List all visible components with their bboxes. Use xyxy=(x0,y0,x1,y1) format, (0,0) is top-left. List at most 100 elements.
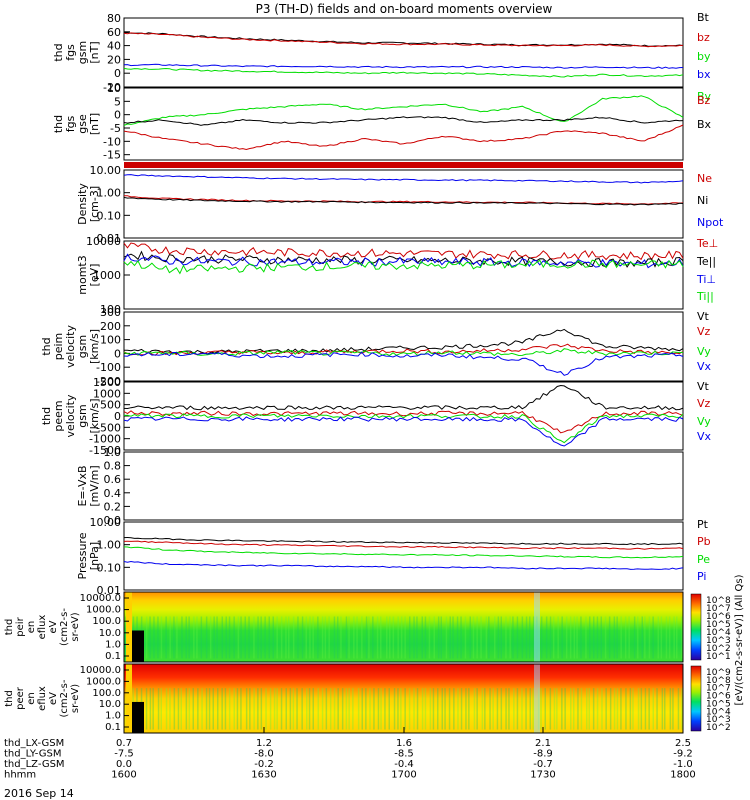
spectrogram-streak xyxy=(240,688,242,730)
y-axis-label: (cm2-s- xyxy=(59,608,70,646)
legend-entry: Vz xyxy=(697,325,711,338)
y-tick-label: 100 xyxy=(100,303,121,316)
spectrogram-streak xyxy=(384,688,386,730)
spectrogram-streak xyxy=(312,688,314,730)
spectrogram-streak xyxy=(309,616,311,659)
colorbar-units-label: [eV/(cm2-s-sr-eV)] (All Qs) xyxy=(734,574,745,705)
y-axis-label: Density xyxy=(76,183,89,225)
y-tick-label: -1000 xyxy=(89,433,121,446)
spectrogram-streak xyxy=(681,616,683,659)
x-tick-label: -9.2 xyxy=(673,749,693,760)
spectrogram-streak xyxy=(565,616,568,659)
spectrogram-streak xyxy=(593,616,595,659)
spectrogram-streak xyxy=(580,688,583,730)
spectrogram-streak xyxy=(253,688,255,730)
spectrogram-streak xyxy=(437,688,439,730)
spectrogram-streak xyxy=(600,616,602,659)
spectrogram-streak xyxy=(386,616,388,659)
spectrogram-streak xyxy=(481,688,484,730)
spectrogram-streak xyxy=(321,688,324,730)
spectrogram-streak xyxy=(221,616,223,659)
spectrogram-streak xyxy=(668,616,671,659)
spectrogram-streak xyxy=(377,688,380,730)
spectrogram-streak xyxy=(516,688,519,730)
spectrogram-streak xyxy=(192,688,194,730)
spectrogram-streak xyxy=(460,616,462,659)
burst-marker xyxy=(534,592,540,662)
y-tick-label: 1.00 xyxy=(97,539,122,552)
spectrogram-streak xyxy=(473,688,476,730)
spectrogram-streak xyxy=(181,616,183,659)
y-axis-label: (cm2-s- xyxy=(59,679,70,717)
colorbar-tick-label: 10^2 xyxy=(706,723,731,733)
spectrogram-streak xyxy=(213,616,215,659)
spectrogram-streak xyxy=(245,688,248,730)
spectrogram-streak xyxy=(553,688,556,730)
y-tick-label: 0.1 xyxy=(105,722,121,733)
spectrogram-streak xyxy=(306,688,308,730)
spectrogram-streak xyxy=(345,688,348,730)
legend-entry: Te⊥ xyxy=(696,237,718,250)
spectrogram-streak xyxy=(673,616,675,659)
y-tick-label: 1.0 xyxy=(105,711,121,722)
series-line-Vx xyxy=(123,351,684,376)
spectrogram-streak xyxy=(197,688,199,730)
spectrogram-streak xyxy=(453,688,455,730)
spectrogram-streak xyxy=(596,616,599,659)
spectrogram-streak xyxy=(361,616,363,659)
spectrogram-streak xyxy=(625,688,627,730)
y-axis-label: sr-eV) xyxy=(70,612,81,641)
panel-mom_temp: 10000 1000 100 momt3 [eV] Te⊥ Te|| Ti⊥ Ti|| xyxy=(76,235,718,316)
y-tick-label: 0 xyxy=(114,109,121,122)
efield-frame xyxy=(123,451,684,521)
spectrogram-streak xyxy=(312,616,314,659)
spectrogram-streak xyxy=(376,616,379,659)
spectrogram-streak xyxy=(512,616,514,659)
spectrogram-streak xyxy=(228,688,231,730)
spectrogram-streak xyxy=(157,688,160,730)
y-tick-label: 100.0 xyxy=(92,688,121,699)
legend-entry: bx xyxy=(697,68,711,81)
spectrogram-streak xyxy=(176,616,178,659)
spectrogram-streak xyxy=(549,688,552,730)
legend-entry: Bx xyxy=(697,118,712,131)
spectrogram-streak xyxy=(340,616,342,659)
y-tick-label: 1.00 xyxy=(97,187,122,200)
spectrogram-streak xyxy=(317,616,319,659)
y-axis-label: velocity xyxy=(64,394,77,437)
spectrogram-streak xyxy=(601,688,603,730)
spectrogram-streak xyxy=(317,688,319,730)
spectrogram-streak xyxy=(620,688,622,730)
colorbar xyxy=(690,593,702,661)
spectrogram-streak xyxy=(465,688,467,730)
x-axis-row-label: hhmm xyxy=(4,770,36,781)
mom_temp-frame xyxy=(123,240,684,310)
spectrogram-streak xyxy=(449,616,451,659)
spectrogram-streak xyxy=(525,616,528,659)
spectrogram-streak xyxy=(552,616,555,659)
legend-entry: By xyxy=(697,90,712,103)
series-line-bz xyxy=(123,32,684,48)
y-axis-label: Pressure xyxy=(76,532,89,579)
x-axis-labels: thd_LX-GSM 0.7 1.2 1.6 2.1 2.5 thd_LY-GSM -7.5 -… xyxy=(4,574,745,780)
legend-entry: Ti⊥ xyxy=(696,273,716,286)
spectrogram-edge xyxy=(126,664,132,733)
spectrogram-streak xyxy=(409,616,411,659)
spectrogram-streak xyxy=(280,616,283,659)
y-axis-label: gse xyxy=(76,114,89,134)
legend-entry: Vy xyxy=(697,345,711,358)
spectrogram-streak xyxy=(564,688,566,730)
x-tick-label: -1.0 xyxy=(673,759,693,770)
spectrogram-streak xyxy=(457,688,459,730)
series-line-Te⊥ xyxy=(123,242,684,261)
y-tick-label: 1000 xyxy=(93,269,121,282)
spectrogram-streak xyxy=(641,616,643,659)
figure-title: P3 (TH-D) fields and on-board moments ov… xyxy=(256,2,553,16)
colorbar-tick-label: 10^3 xyxy=(706,636,731,646)
x-tick-label: -7.5 xyxy=(114,749,134,760)
spectrogram-streak xyxy=(440,616,442,659)
colorbar-tick-label: 10^6 xyxy=(706,612,731,622)
x-axis-row-label: thd_LX-GSM xyxy=(4,738,64,749)
x-tick-label: -8.5 xyxy=(394,749,414,760)
spectrogram-streak xyxy=(292,616,295,659)
